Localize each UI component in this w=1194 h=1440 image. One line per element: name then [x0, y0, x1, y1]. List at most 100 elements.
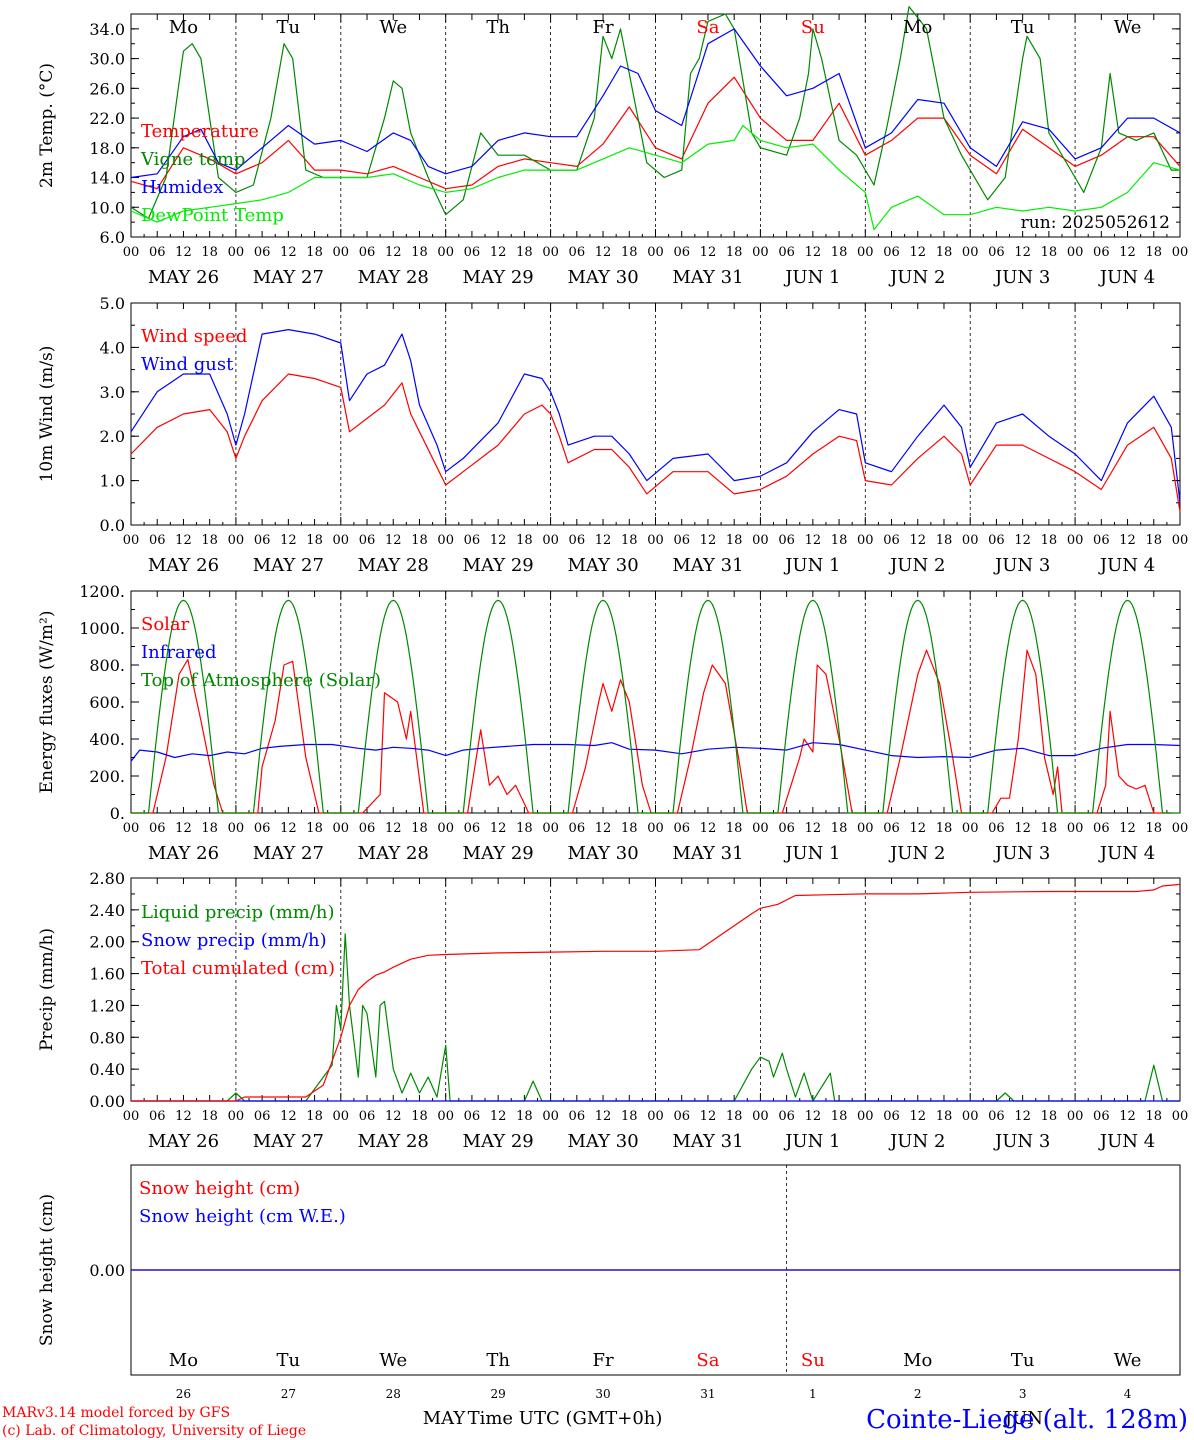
panel-3: 0. 200. 400. 600. 800. 1000. 1200. Energy fluxe…	[37, 582, 1188, 864]
date-label: MAY 30	[567, 555, 638, 576]
hour-tick-label: 06	[464, 533, 481, 548]
hour-tick-label: 12	[1119, 245, 1136, 260]
legend-entry: Snow height (cm)	[139, 1178, 300, 1199]
hour-tick-label: 06	[149, 1109, 166, 1124]
hour-tick-label: 18	[831, 1109, 848, 1124]
day-number-label: 1	[809, 1387, 817, 1401]
hour-tick-label: 00	[123, 821, 140, 836]
hour-tick-label: 12	[280, 533, 297, 548]
date-label: MAY 27	[253, 555, 324, 576]
hour-tick-label: 18	[516, 1109, 533, 1124]
hour-tick-label: 00	[647, 1109, 664, 1124]
hour-tick-label: 18	[936, 821, 953, 836]
hour-tick-label: 00	[752, 245, 769, 260]
hour-tick-label: 00	[333, 821, 350, 836]
date-label: JUN 2	[888, 1131, 945, 1152]
hour-tick-label: 06	[1093, 821, 1110, 836]
hour-tick-label: 06	[883, 1109, 900, 1124]
weekday-label: We	[1114, 17, 1142, 38]
hour-tick-label: 12	[1014, 533, 1031, 548]
date-label: MAY 28	[358, 1131, 429, 1152]
y-tick-label: 1.20	[89, 996, 125, 1015]
date-label: MAY 29	[463, 555, 534, 576]
date-label: MAY 28	[358, 267, 429, 288]
date-label: MAY 30	[567, 843, 638, 864]
date-label: MAY 26	[148, 1131, 219, 1152]
hour-tick-label: 00	[542, 533, 559, 548]
weekday-label: Fr	[593, 17, 614, 38]
date-label: MAY 30	[567, 267, 638, 288]
y-axis-label: Snow height (cm)	[37, 1194, 57, 1346]
weekday-label: Mo	[169, 17, 198, 38]
weekday-label: Mo	[903, 17, 932, 38]
hour-tick-label: 18	[201, 245, 218, 260]
hour-tick-label: 06	[149, 533, 166, 548]
hour-tick-label: 06	[778, 245, 795, 260]
hour-tick-label: 00	[1172, 821, 1189, 836]
hour-tick-label: 06	[464, 1109, 481, 1124]
hour-tick-label: 18	[306, 245, 323, 260]
hour-tick-label: 00	[752, 1109, 769, 1124]
y-tick-label: 600.	[89, 693, 125, 712]
weekday-label: We	[379, 17, 407, 38]
y-tick-label: 6.0	[100, 228, 125, 247]
hour-tick-label: 00	[542, 821, 559, 836]
hour-tick-label: 12	[1014, 1109, 1031, 1124]
legend-entry: Humidex	[141, 177, 223, 198]
hour-tick-label: 18	[831, 821, 848, 836]
hour-tick-label: 06	[254, 1109, 271, 1124]
day-number-label: 2	[914, 1387, 922, 1401]
y-tick-label: 14.0	[89, 169, 125, 188]
hour-tick-label: 18	[411, 245, 428, 260]
date-label: MAY 26	[148, 267, 219, 288]
date-label: MAY 26	[148, 843, 219, 864]
hour-tick-label: 18	[1041, 533, 1058, 548]
hour-tick-label: 18	[726, 245, 743, 260]
panel-1: 6.0 10.0 14.0 18.0 22.0 26.0 30.0 34.0 2m Temp. …	[37, 6, 1188, 288]
weekday-label: Mo	[903, 1350, 932, 1371]
hour-tick-label: 00	[752, 533, 769, 548]
legend-entry: Vigne temp	[140, 149, 245, 170]
hour-tick-label: 18	[411, 533, 428, 548]
hour-tick-label: 18	[516, 821, 533, 836]
hour-tick-label: 18	[936, 533, 953, 548]
hour-tick-label: 18	[831, 533, 848, 548]
hour-tick-label: 12	[595, 1109, 612, 1124]
hour-tick-label: 12	[805, 245, 822, 260]
hour-tick-label: 12	[805, 1109, 822, 1124]
hour-tick-label: 18	[201, 533, 218, 548]
hour-tick-label: 18	[306, 533, 323, 548]
day-number-label: 29	[491, 1387, 506, 1401]
date-label: JUN 4	[1098, 1131, 1155, 1152]
hour-tick-label: 12	[700, 245, 717, 260]
hour-tick-label: 00	[228, 1109, 245, 1124]
series-line-wind-gust	[130, 329, 1181, 503]
weekday-label: Tu	[277, 17, 301, 38]
day-number-label: 30	[595, 1387, 610, 1401]
hour-tick-label: 00	[1067, 1109, 1084, 1124]
hour-tick-label: 00	[333, 245, 350, 260]
series-line-vigne-temp	[130, 6, 1180, 219]
legend-entry: Solar	[141, 614, 190, 635]
hour-tick-label: 12	[385, 1109, 402, 1124]
y-tick-label: 0.80	[89, 1028, 125, 1047]
date-label: MAY 27	[253, 267, 324, 288]
legend-entry: Snow precip (mm/h)	[141, 930, 327, 951]
hour-tick-label: 12	[280, 245, 297, 260]
series-line-dewpoint-temp	[130, 124, 1181, 231]
date-label: MAY 29	[463, 843, 534, 864]
y-tick-label: 3.0	[100, 383, 125, 402]
y-axis-label: Energy fluxes (W/m²)	[37, 611, 57, 794]
hour-tick-label: 00	[333, 533, 350, 548]
date-label: MAY 31	[672, 843, 743, 864]
panel-5: 0.00 Snow height (cm) Snow height (cm) Snow…	[37, 1164, 1181, 1376]
hour-tick-label: 12	[909, 1109, 926, 1124]
hour-tick-label: 06	[254, 533, 271, 548]
hour-tick-label: 12	[175, 533, 192, 548]
hour-tick-label: 06	[778, 821, 795, 836]
weekday-label: Tu	[1011, 1350, 1035, 1371]
date-label: JUN 2	[888, 843, 945, 864]
hour-tick-label: 18	[621, 245, 638, 260]
hour-tick-label: 12	[1014, 245, 1031, 260]
hour-tick-label: 12	[595, 533, 612, 548]
